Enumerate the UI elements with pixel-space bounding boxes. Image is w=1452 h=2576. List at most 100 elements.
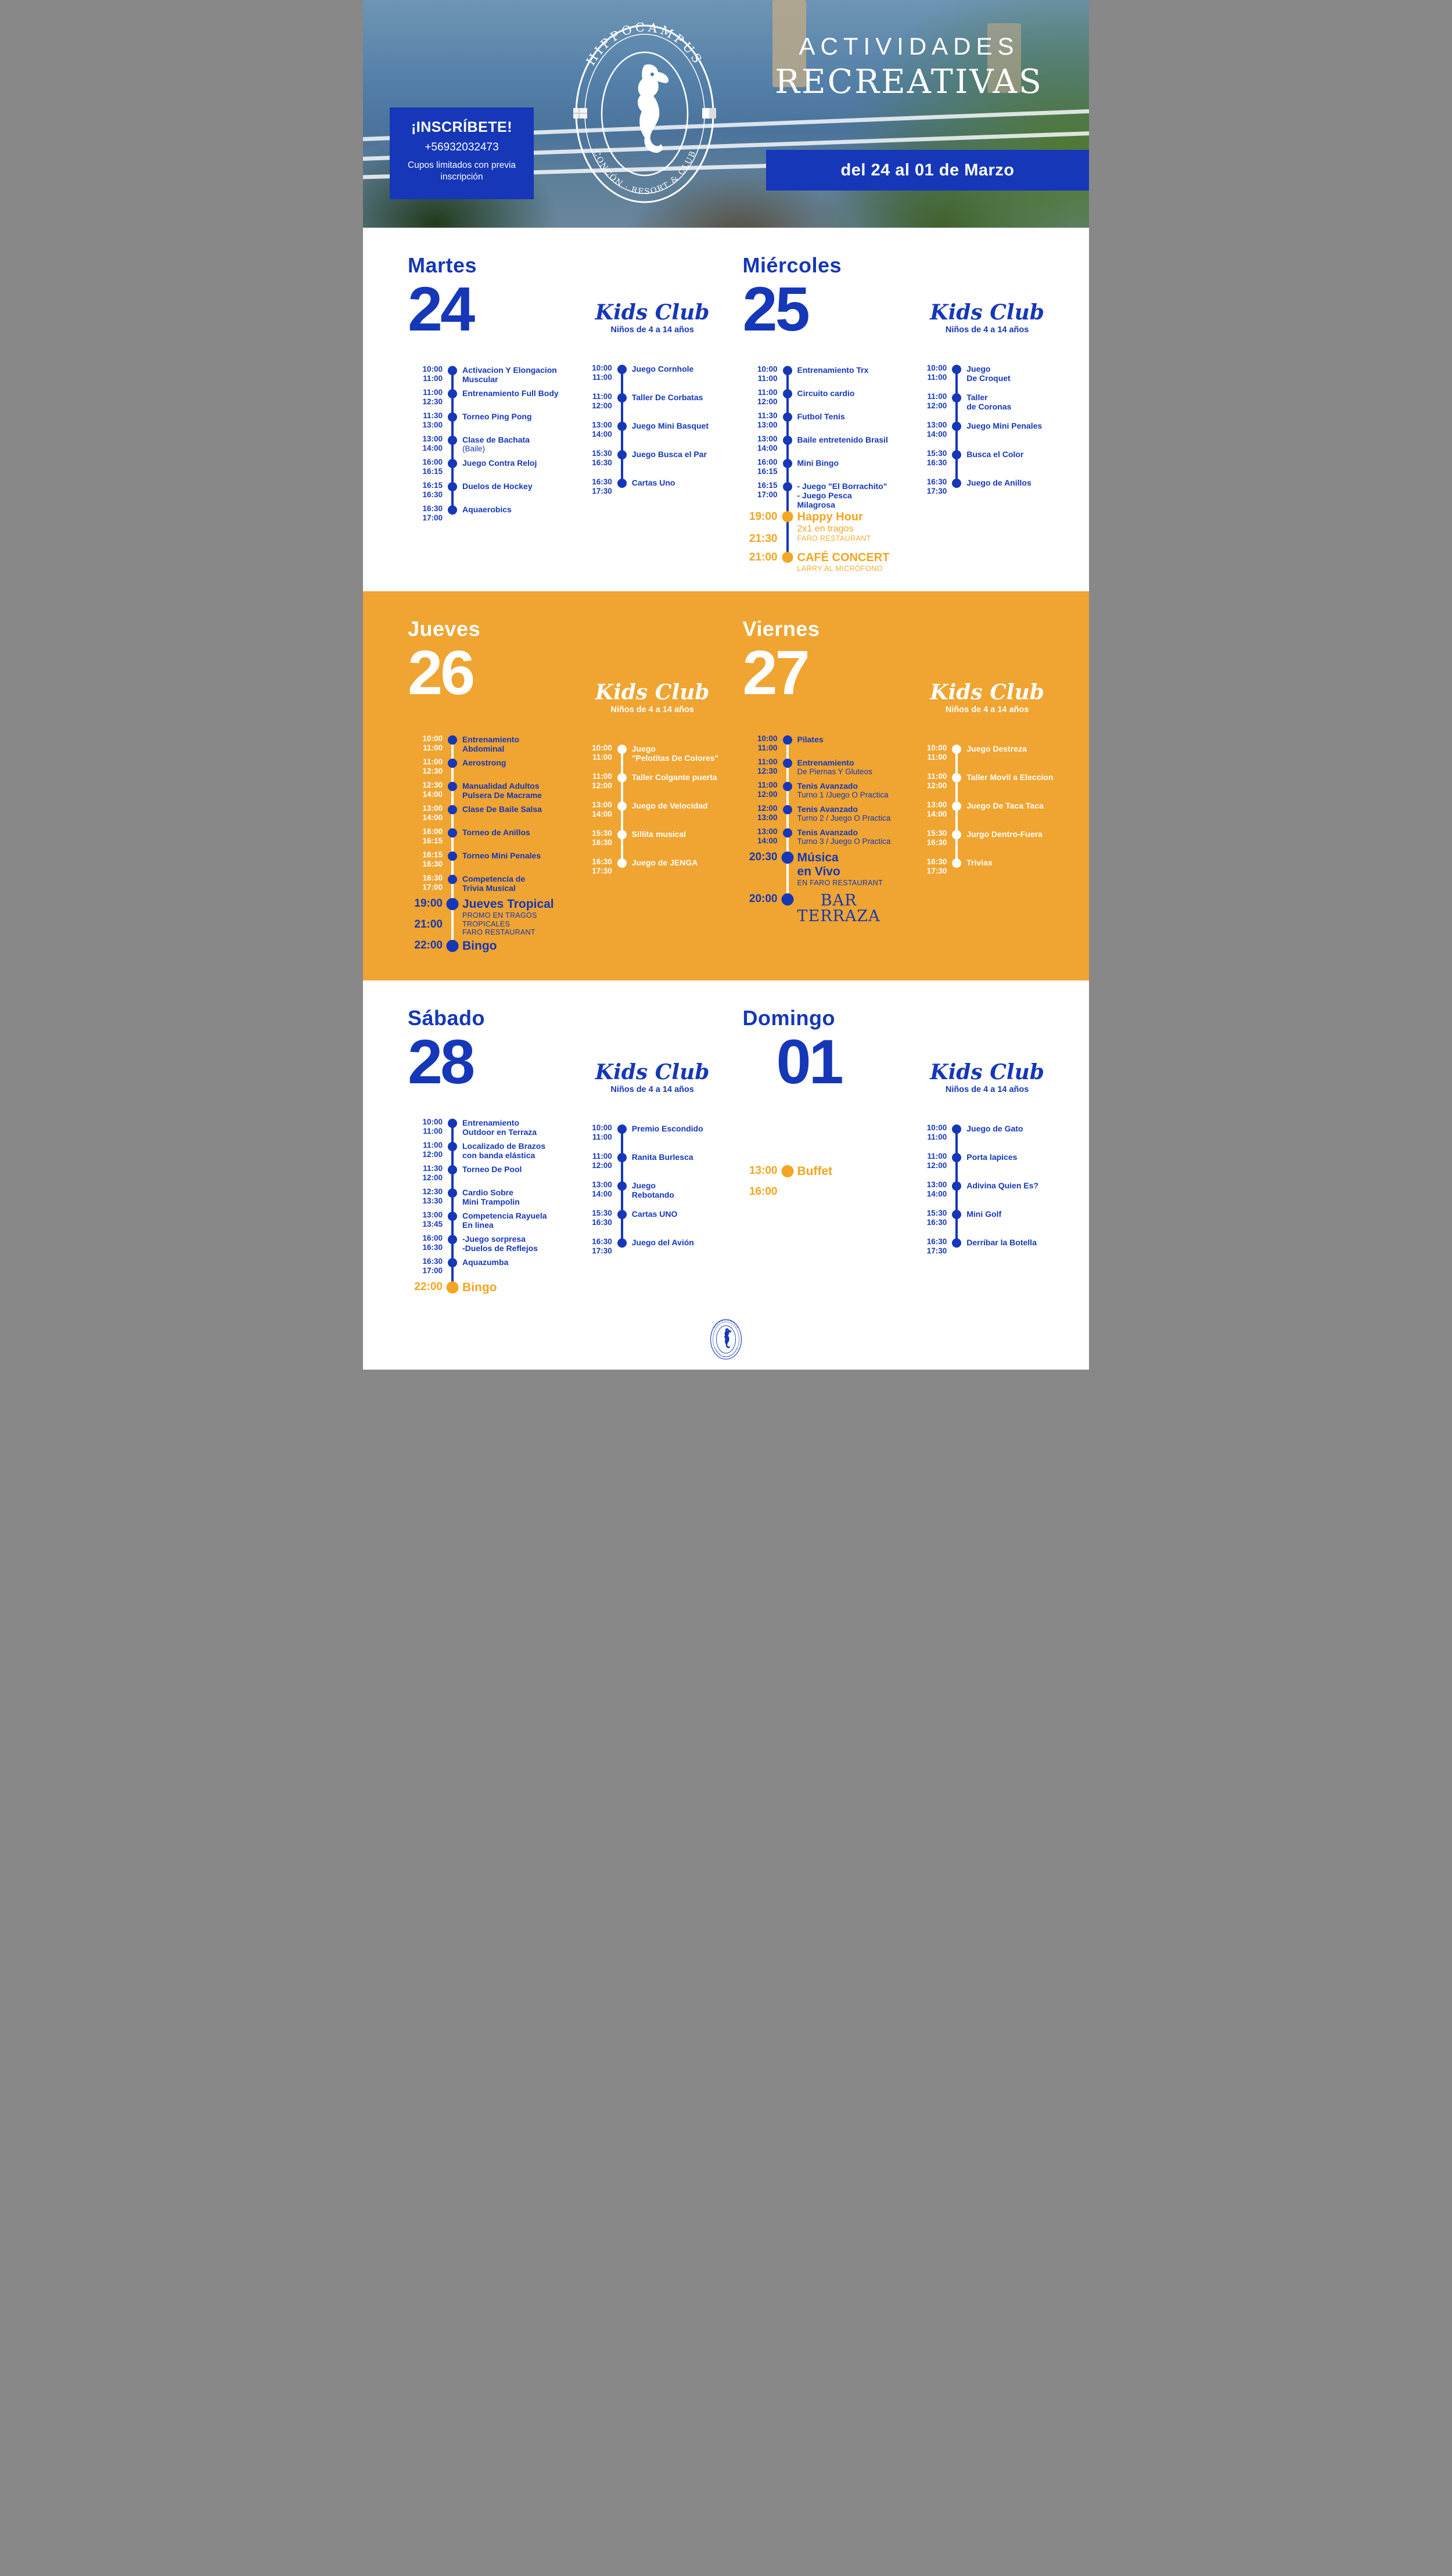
activity: Competencia Rayuela En linea <box>462 1210 577 1234</box>
kids-club-column: Kids Club Niños de 4 a 14 años 10:00 11:00 J… <box>912 1006 1062 1266</box>
end-time: 17:00 <box>757 490 778 500</box>
activity-title: Tenis Avanzado <box>797 827 858 837</box>
time-range: 15:30 16:30 <box>577 449 612 477</box>
activity-title: Cardio Sobre Mini Trampolin <box>462 1187 520 1206</box>
timeline-dot <box>952 479 962 488</box>
activity: Entrenamiento De Piernas Y Gluteos <box>797 757 912 781</box>
end-time: 13:00 <box>757 813 778 822</box>
end-time: 12:00 <box>592 401 612 411</box>
poster-title: ACTIVIDADES RECREATIVAS <box>743 33 1074 101</box>
timeline-dot <box>617 1209 627 1219</box>
time-range: 11:00 12:30 <box>408 757 443 781</box>
time-range: 10:00 11:00 <box>408 734 443 757</box>
activity-title: Entrenamiento Full Body <box>462 389 559 398</box>
activity: Juego Mini Basquet <box>632 421 728 449</box>
activity: Jueves Tropical PROMO EN TRAGOS TROPICALE… <box>462 897 577 939</box>
activity: Juego de JENGA <box>632 857 728 886</box>
activity: Juego De Taca Taca <box>966 800 1062 829</box>
timeline-rail <box>947 477 966 506</box>
start-time: 11:00 <box>423 388 443 397</box>
kids-club-subtitle: Niños de 4 a 14 años <box>610 705 694 714</box>
schedule-row: 13:00 14:00 Juego Rebotando <box>577 1180 728 1209</box>
start-time: 16:30 <box>926 477 947 486</box>
schedule-row: 16:30 17:30 Trivias <box>912 857 1062 886</box>
timeline-dot <box>952 1181 962 1191</box>
timeline-rail <box>612 800 632 829</box>
schedule-row: 16:15 16:30 Duelos de Hockey <box>408 481 577 504</box>
timeline-dot <box>617 1238 627 1248</box>
activity-subtitle: (Baile) <box>462 444 486 454</box>
end-time: 16:00 <box>749 1185 778 1198</box>
activity-title: Juego Cornhole <box>631 364 694 373</box>
start-time: 11:00 <box>423 1140 443 1149</box>
time-range: 16:00 16:15 <box>743 458 778 481</box>
activity: Pilates <box>797 734 912 757</box>
day-number: 27 <box>742 637 810 707</box>
timeline-dot <box>448 1118 457 1128</box>
schedule-row: 13:00 16:00 Buffet <box>743 1164 912 1198</box>
schedule-row: 20:30 Música en Vivo EN FARO RESTAURANT <box>743 850 912 892</box>
activity-title: Entrenamiento Trx <box>797 365 869 375</box>
activity: Taller De Corbatas <box>632 392 728 421</box>
day-sabado: Sábado 28 10:00 11:00 Entrenamiento Outdoor … <box>408 1006 728 1312</box>
activity: Bingo <box>462 939 577 980</box>
start-time: 21:00 <box>749 551 778 563</box>
activity: Taller Movil a Eleccion <box>966 772 1062 800</box>
band-sat-sun: Sábado 28 10:00 11:00 Entrenamiento Outdoor … <box>363 980 1089 1370</box>
activity-title: Jurgo Dentro-Fuera <box>966 829 1043 839</box>
activity-title: Busca el Color <box>966 450 1024 459</box>
timeline-dot <box>952 1209 962 1219</box>
schedule-kids: 10:00 11:00 Juego Cornhole 11:00 12:00 Taller… <box>577 364 728 506</box>
time-range: 11:00 12:00 <box>577 772 612 800</box>
start-time: 16:30 <box>422 1256 443 1266</box>
timeline-dot <box>952 773 962 782</box>
schedule-row: 16:00 16:15 Torneo de Anillos <box>408 827 577 850</box>
activity-title: Futbol Tenis <box>797 412 845 421</box>
activity-title: Cartas UNO <box>631 1209 678 1219</box>
timeline-dot <box>448 1234 457 1244</box>
schedule-row: 13:00 14:00 Juego de Velocidad <box>577 800 728 829</box>
timeline-rail <box>947 449 966 477</box>
activity-title: Bingo <box>462 1280 497 1294</box>
start-time: 22:00 <box>414 939 443 951</box>
activity-title: Juego de Gato <box>966 1123 1023 1133</box>
time-range: 13:00 14:00 <box>912 800 947 829</box>
start-time: 12:00 <box>757 803 778 813</box>
svg-text:HIPPOCAMPUS: HIPPOCAMPUS <box>584 21 706 68</box>
time-range: 16:00 16:15 <box>408 827 443 850</box>
timeline-rail <box>612 772 632 800</box>
activity: Juego Contra Reloj <box>462 458 577 481</box>
activity-title: Porta lapices <box>966 1152 1018 1162</box>
timeline-dot <box>448 1141 457 1151</box>
schedule-row: 16:30 17:30 Juego del Avión <box>577 1237 728 1266</box>
kids-club-title: Kids Club <box>595 300 710 325</box>
start-time: 13:00 <box>422 434 443 443</box>
day-main-column: Domingo 01 13:00 16:00 Buffet <box>743 1006 912 1198</box>
kids-club-header: Kids Club Niños de 4 a 14 años <box>577 682 728 714</box>
date-range-band: del 24 al 01 de Marzo <box>766 150 1089 191</box>
start-time: 13:00 <box>422 1210 443 1219</box>
time-range: 22:00 <box>408 939 443 980</box>
start-time: 11:00 <box>592 392 612 401</box>
activity: Competencia de Trivia Musical <box>462 874 577 897</box>
timeline-dot <box>952 422 962 431</box>
time-range: 10:00 11:00 <box>577 1123 612 1152</box>
timeline-dot <box>782 366 792 375</box>
schedule-row: 11:00 12:30 Entrenamiento De Piernas Y Glut… <box>743 757 912 781</box>
end-time: 14:00 <box>592 810 612 819</box>
schedule-main: 10:00 11:00 Entrenamiento Outdoor en Terra… <box>408 1118 577 1312</box>
day-name: Martes <box>408 253 477 277</box>
activity: Porta lapices <box>966 1152 1062 1180</box>
time-range: 13:00 14:00 <box>577 1180 612 1209</box>
time-range: 15:30 16:30 <box>577 1209 612 1237</box>
end-time: 16:30 <box>926 458 947 468</box>
timeline-dot <box>617 801 627 811</box>
time-range: 13:00 14:00 <box>408 434 443 458</box>
activity: Trivias <box>966 857 1062 886</box>
start-time: 13:00 <box>926 1180 947 1189</box>
timeline-dot <box>446 1281 459 1294</box>
start-time: 16:30 <box>422 873 443 882</box>
day-name: Domingo <box>742 1005 835 1030</box>
end-time: 14:00 <box>422 444 443 453</box>
activity-title: Juego Mini Penales <box>966 421 1043 430</box>
